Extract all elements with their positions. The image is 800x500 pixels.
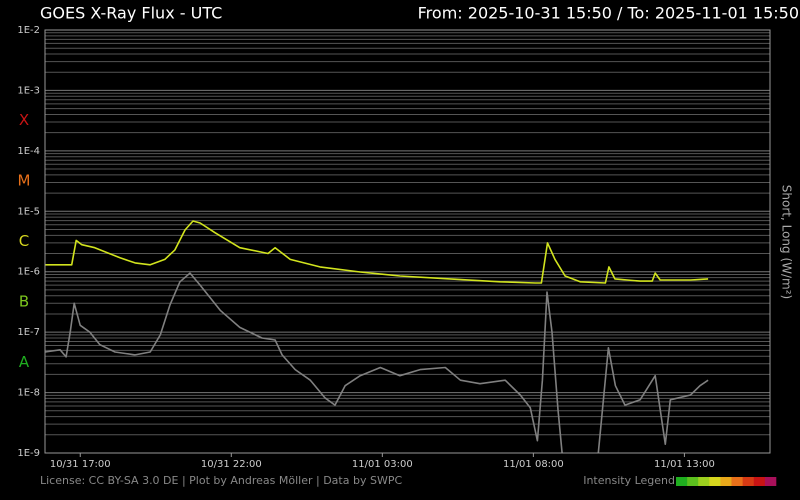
x-tick-label: 10/31 17:00: [50, 459, 111, 470]
intensity-swatch: [753, 477, 766, 486]
y-tick-label: 1E-6: [17, 267, 40, 278]
intensity-legend-label: Intensity Legend: [583, 474, 675, 487]
series-line: [45, 220, 709, 284]
x-tick-label: 11/01 08:00: [503, 459, 564, 470]
x-tick-label: 11/01 03:00: [352, 459, 413, 470]
series-line: [45, 272, 709, 453]
y-tick-label: 1E-9: [17, 448, 40, 459]
chart-title: GOES X-Ray Flux - UTC: [40, 4, 222, 23]
flare-class-label: X: [19, 111, 29, 129]
flare-class-label: C: [19, 232, 29, 250]
intensity-swatch: [742, 477, 755, 486]
intensity-swatch: [764, 477, 777, 486]
x-tick-label: 10/31 22:00: [201, 459, 262, 470]
intensity-swatch: [731, 477, 743, 486]
y-axis-label: Short, Long (W/m²): [780, 185, 794, 299]
y-tick-label: 1E-7: [17, 327, 40, 338]
plot-frame: [44, 29, 771, 454]
y-tick-label: 1E-3: [17, 85, 40, 96]
intensity-swatch: [698, 477, 710, 486]
y-tick-label: 1E-5: [17, 206, 40, 217]
intensity-swatch: [709, 477, 721, 486]
flare-class-label: A: [19, 353, 30, 371]
x-tick-label: 11/01 13:00: [654, 459, 715, 470]
flare-class-label: M: [18, 172, 31, 190]
y-tick-label: 1E-8: [17, 388, 40, 399]
intensity-swatch: [676, 477, 688, 486]
time-range: From: 2025-10-31 15:50 / To: 2025-11-01 …: [418, 4, 799, 23]
intensity-swatch: [687, 477, 699, 486]
footer: License: CC BY-SA 3.0 DE | Plot by Andre…: [40, 474, 402, 487]
flare-class-label: B: [19, 292, 29, 310]
y-tick-label: 1E-2: [17, 25, 40, 36]
y-tick-label: 1E-4: [17, 146, 40, 157]
intensity-swatch: [720, 477, 732, 486]
